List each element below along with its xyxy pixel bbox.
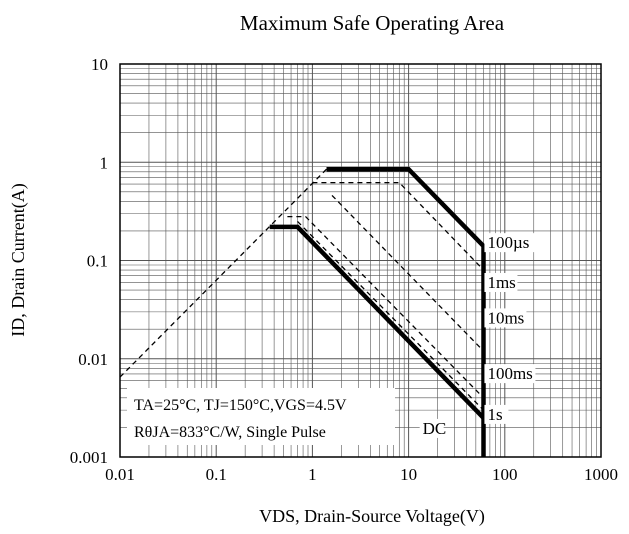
curve-label-background-100ms [484, 364, 536, 384]
conditions-background [127, 388, 395, 445]
plot-frame [119, 63, 602, 458]
y-tick-labels: 0.001 0.01 0.1 1 10 [70, 55, 108, 467]
x-tick-labels: 0.01 0.1 1 10 100 1000 [105, 465, 618, 484]
x-axis-label: VDS, Drain-Source Voltage(V) [259, 506, 485, 527]
curve-label-1ms: 1ms [487, 273, 515, 292]
series-line-100us [326, 166, 486, 457]
curve-label-dc: DC [423, 419, 447, 438]
y-axis-label: ID, Drain Current(A) [8, 183, 29, 336]
y-tick-label: 0.001 [70, 448, 108, 467]
series-line-dc [269, 224, 486, 420]
y-tick-label: 0.1 [87, 252, 108, 271]
series-line-rds_limit [119, 168, 327, 378]
series-line-1s [297, 220, 484, 411]
conditions-line-2: RθJA=833°C/W, Single Pulse [134, 424, 326, 441]
y-tick-label: 10 [91, 55, 108, 74]
series-layer [119, 166, 486, 457]
curve-label-background-1s [484, 404, 509, 424]
curve-label-background-10ms [484, 308, 527, 328]
curve-label-background-1ms [484, 273, 518, 293]
curve-label-10ms: 10ms [487, 308, 524, 327]
curve-label-100ms: 100ms [487, 364, 532, 383]
x-tick-label: 1 [308, 465, 317, 484]
series-line-1ms [312, 181, 484, 271]
x-tick-label: 0.1 [206, 465, 227, 484]
chart-title: Maximum Safe Operating Area [240, 11, 505, 35]
conditions-line-1: TA=25°C, TJ=150°C,VGS=4.5V [134, 397, 347, 414]
series-line-10ms [331, 194, 484, 352]
series-line-100ms [287, 215, 484, 399]
curve-label-background-100us [484, 233, 536, 253]
y-tick-label: 0.01 [78, 350, 108, 369]
curve-labels: 100µs 1ms 10ms 100ms 1s DC [419, 233, 536, 438]
x-tick-label: 0.01 [105, 465, 135, 484]
curve-label-100us: 100µs [487, 233, 529, 252]
curve-label-background-dc [419, 418, 444, 438]
x-tick-label: 10 [400, 465, 417, 484]
y-tick-label: 1 [100, 153, 109, 172]
x-tick-label: 1000 [584, 465, 618, 484]
curve-label-1s: 1s [487, 405, 502, 424]
x-tick-label: 100 [492, 465, 518, 484]
conditions-box: TA=25°C, TJ=150°C,VGS=4.5V RθJA=833°C/W,… [127, 388, 395, 445]
